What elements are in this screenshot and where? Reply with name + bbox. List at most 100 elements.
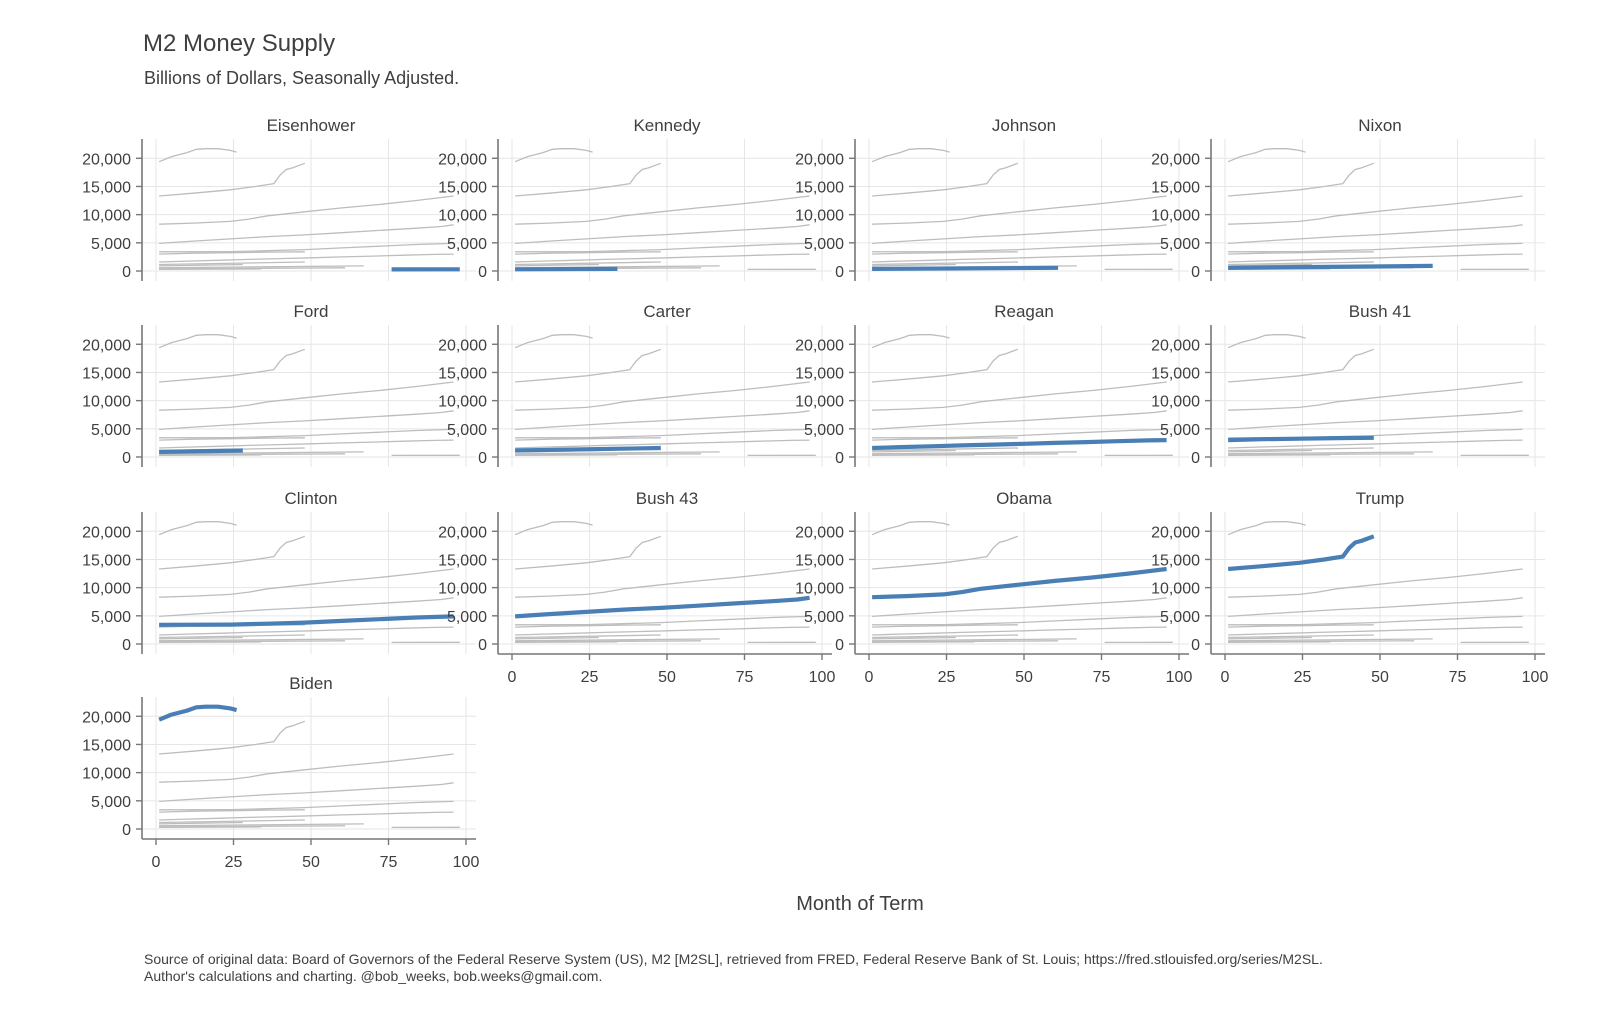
y-tick-label: 5,000 xyxy=(91,236,131,253)
y-tick-label: 10,000 xyxy=(438,581,487,598)
y-tick-label: 5,000 xyxy=(804,422,844,439)
background-series-line xyxy=(515,253,810,263)
y-tick-label: 5,000 xyxy=(447,609,487,626)
background-series-line xyxy=(872,638,1077,642)
panel-title: Bush 43 xyxy=(636,489,698,508)
background-series-line xyxy=(1227,334,1306,349)
panel-title: Bush 41 xyxy=(1349,302,1411,321)
y-tick-label: 20,000 xyxy=(82,151,131,168)
background-series-line xyxy=(1228,348,1375,383)
y-tick-label: 15,000 xyxy=(438,552,487,569)
panel-bush-41: 0 5,000 10,000 15,000 20,000 Bush 41 xyxy=(1151,302,1545,467)
background-series-line xyxy=(872,624,1018,628)
y-tick-label: 0 xyxy=(835,450,844,467)
background-series-line xyxy=(872,263,956,267)
highlight-series-line xyxy=(1227,534,1375,572)
background-series-line xyxy=(1228,381,1523,411)
x-tick-label: 75 xyxy=(380,854,398,871)
highlight-series-line xyxy=(515,445,661,453)
y-tick-label: 0 xyxy=(1191,450,1200,467)
y-tick-label: 0 xyxy=(122,637,131,654)
background-series-line xyxy=(872,453,1059,456)
highlight-series-line xyxy=(514,595,810,619)
y-tick-label: 0 xyxy=(478,637,487,654)
background-series-line xyxy=(1228,624,1374,628)
background-series-line xyxy=(1228,410,1523,431)
y-tick-label: 10,000 xyxy=(1151,208,1200,225)
background-series-line xyxy=(515,451,720,455)
background-series-line xyxy=(1228,253,1523,263)
background-series-line xyxy=(515,638,720,642)
background-series-line xyxy=(872,535,1019,570)
chart-subtitle: Billions of Dollars, Seasonally Adjusted… xyxy=(144,68,460,88)
background-series-line xyxy=(159,381,454,411)
background-series-line xyxy=(515,428,810,439)
x-tick-label: 25 xyxy=(1294,669,1312,686)
panel-eisenhower: 0 5,000 10,000 15,000 20,000 Eisenhower xyxy=(82,116,476,281)
y-tick-label: 20,000 xyxy=(1151,524,1200,541)
y-tick-label: 15,000 xyxy=(1151,552,1200,569)
background-series-line xyxy=(159,597,454,618)
x-tick-label: 75 xyxy=(736,669,754,686)
background-series-line xyxy=(1228,447,1374,452)
background-series-line xyxy=(515,624,661,628)
panel-title: Ford xyxy=(294,302,329,321)
y-tick-label: 5,000 xyxy=(447,422,487,439)
panel-title: Clinton xyxy=(285,489,338,508)
background-series-line xyxy=(1228,242,1523,253)
background-series-line xyxy=(159,811,454,821)
highlight-series-line xyxy=(1228,435,1374,443)
background-series-line xyxy=(1228,615,1523,626)
panel-title: Trump xyxy=(1356,489,1405,508)
background-series-line xyxy=(159,348,306,383)
background-series-line xyxy=(1228,428,1523,439)
panel-biden: 0 5,000 10,000 15,000 20,000 Biden 0 25 50 75 100 xyxy=(82,674,479,871)
x-tick-label: 100 xyxy=(453,854,480,871)
y-tick-label: 10,000 xyxy=(1151,581,1200,598)
background-series-line xyxy=(872,634,1018,639)
background-series-line xyxy=(159,428,454,439)
panel-reagan: 0 5,000 10,000 15,000 20,000 Reagan xyxy=(795,302,1189,467)
background-series-line xyxy=(159,819,305,824)
y-tick-label: 10,000 xyxy=(795,394,844,411)
background-series-line xyxy=(515,626,810,636)
panel-bush-43: 0 5,000 10,000 15,000 20,000 Bush 43 0 25 50 75 10… xyxy=(438,489,835,686)
background-series-line xyxy=(872,410,1167,431)
background-series-line xyxy=(872,437,1018,441)
y-tick-label: 5,000 xyxy=(91,422,131,439)
background-series-line xyxy=(159,823,364,827)
x-tick-label: 25 xyxy=(938,669,956,686)
background-series-line xyxy=(515,162,662,197)
background-series-line xyxy=(872,195,1167,225)
background-series-line xyxy=(1228,195,1523,225)
background-series-line xyxy=(515,261,661,266)
x-tick-label: 50 xyxy=(1371,669,1389,686)
x-tick-label: 0 xyxy=(152,854,161,871)
background-series-line xyxy=(1228,439,1523,449)
background-series-line xyxy=(515,615,810,626)
y-tick-label: 10,000 xyxy=(795,208,844,225)
y-tick-label: 15,000 xyxy=(82,552,131,569)
y-tick-label: 5,000 xyxy=(91,794,131,811)
background-series-line xyxy=(1228,261,1374,266)
background-series-line xyxy=(159,634,305,639)
background-series-line xyxy=(871,334,950,349)
background-series-line xyxy=(1228,453,1415,456)
background-series-line xyxy=(515,568,810,598)
background-series-line xyxy=(872,162,1019,197)
background-series-line xyxy=(515,263,599,267)
background-series-line xyxy=(515,535,662,570)
y-tick-label: 20,000 xyxy=(795,151,844,168)
y-tick-label: 15,000 xyxy=(795,365,844,382)
background-series-line xyxy=(1228,638,1433,642)
x-tick-label: 0 xyxy=(865,669,874,686)
x-tick-label: 0 xyxy=(1221,669,1230,686)
background-series-line xyxy=(872,261,1018,266)
background-series-line xyxy=(872,253,1167,263)
background-series-line xyxy=(515,251,661,255)
y-tick-label: 15,000 xyxy=(82,737,131,754)
background-series-line xyxy=(872,449,956,453)
background-series-line xyxy=(515,634,661,639)
y-tick-label: 20,000 xyxy=(1151,337,1200,354)
